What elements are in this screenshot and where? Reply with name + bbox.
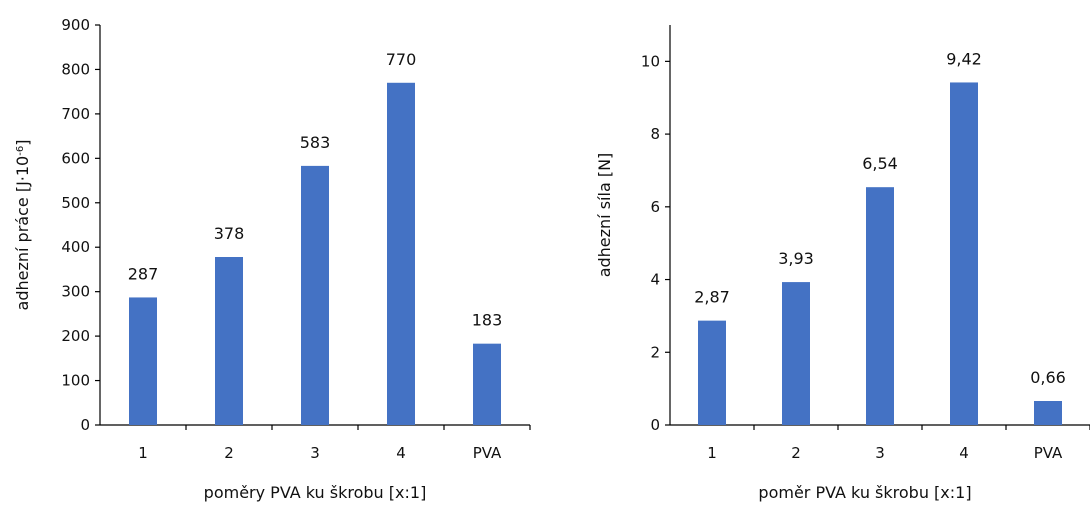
y-axis-title: adhezní síla [N] [595,153,614,278]
bar [215,257,243,425]
y-tick-label: 400 [61,238,90,256]
bar [866,187,894,425]
x-tick-label: 2 [791,444,801,462]
x-tick-label: 3 [310,444,320,462]
y-tick-label: 4 [650,271,660,289]
y-tick-label: 900 [61,16,90,34]
data-label: 2,87 [694,288,730,307]
data-label: 183 [472,311,503,330]
y-tick-label: 700 [61,105,90,123]
y-tick-label: 800 [61,60,90,78]
data-label: 583 [300,133,331,152]
data-label: 287 [128,264,159,283]
x-tick-label: PVA [473,444,502,462]
bar [950,82,978,426]
x-tick-label: 1 [138,444,148,462]
y-tick-label: 200 [61,327,90,345]
bar [129,297,157,425]
chart-1: 0 100 200 300 400 500 600 700 800 900 287 1 378 2 583 3… [13,16,531,502]
x-tick-label: 2 [224,444,234,462]
bar [473,343,501,425]
y-tick-label: 600 [61,149,90,167]
x-axis-title: poměr PVA ku škrobu [x:1] [758,483,971,502]
x-tick-label: 1 [707,444,717,462]
x-tick-label: PVA [1034,444,1063,462]
data-label: 6,54 [862,154,898,173]
bar [387,82,415,426]
chart-2: 0 2 4 6 8 10 2,87 1 3,93 2 6,54 3 9,42 4 0,66 PVA poměr … [595,25,1090,502]
data-label: 3,93 [778,249,814,268]
y-tick-label: 2 [650,343,660,361]
bar [301,165,329,425]
y-tick-label: 500 [61,194,90,212]
data-label: 9,42 [946,49,982,68]
data-label: 378 [214,224,245,243]
data-label: 0,66 [1030,368,1066,387]
y-axis-title: adhezní práce [J·10-6] [13,140,32,311]
data-label: 770 [386,50,417,69]
x-axis-title: poměry PVA ku škrobu [x:1] [204,483,427,502]
y-tick-label: 100 [61,372,90,390]
bar [782,282,810,425]
x-tick-label: 4 [396,444,406,462]
y-tick-label: 6 [650,198,660,216]
x-tick-label: 3 [875,444,885,462]
bar [698,320,726,425]
x-tick-label: 4 [959,444,969,462]
y-tick-label: 300 [61,283,90,301]
y-tick-label: 10 [641,52,660,70]
y-tick-label: 0 [80,416,90,434]
bar [1034,401,1062,425]
y-tick-label: 0 [650,416,660,434]
y-tick-label: 8 [650,125,660,143]
